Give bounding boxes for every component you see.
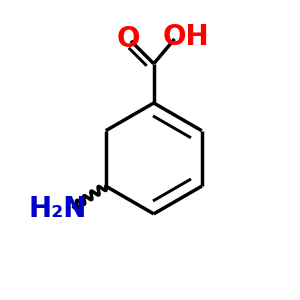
Text: O: O bbox=[117, 25, 140, 52]
Text: OH: OH bbox=[163, 22, 209, 51]
Text: H₂N: H₂N bbox=[28, 195, 86, 223]
